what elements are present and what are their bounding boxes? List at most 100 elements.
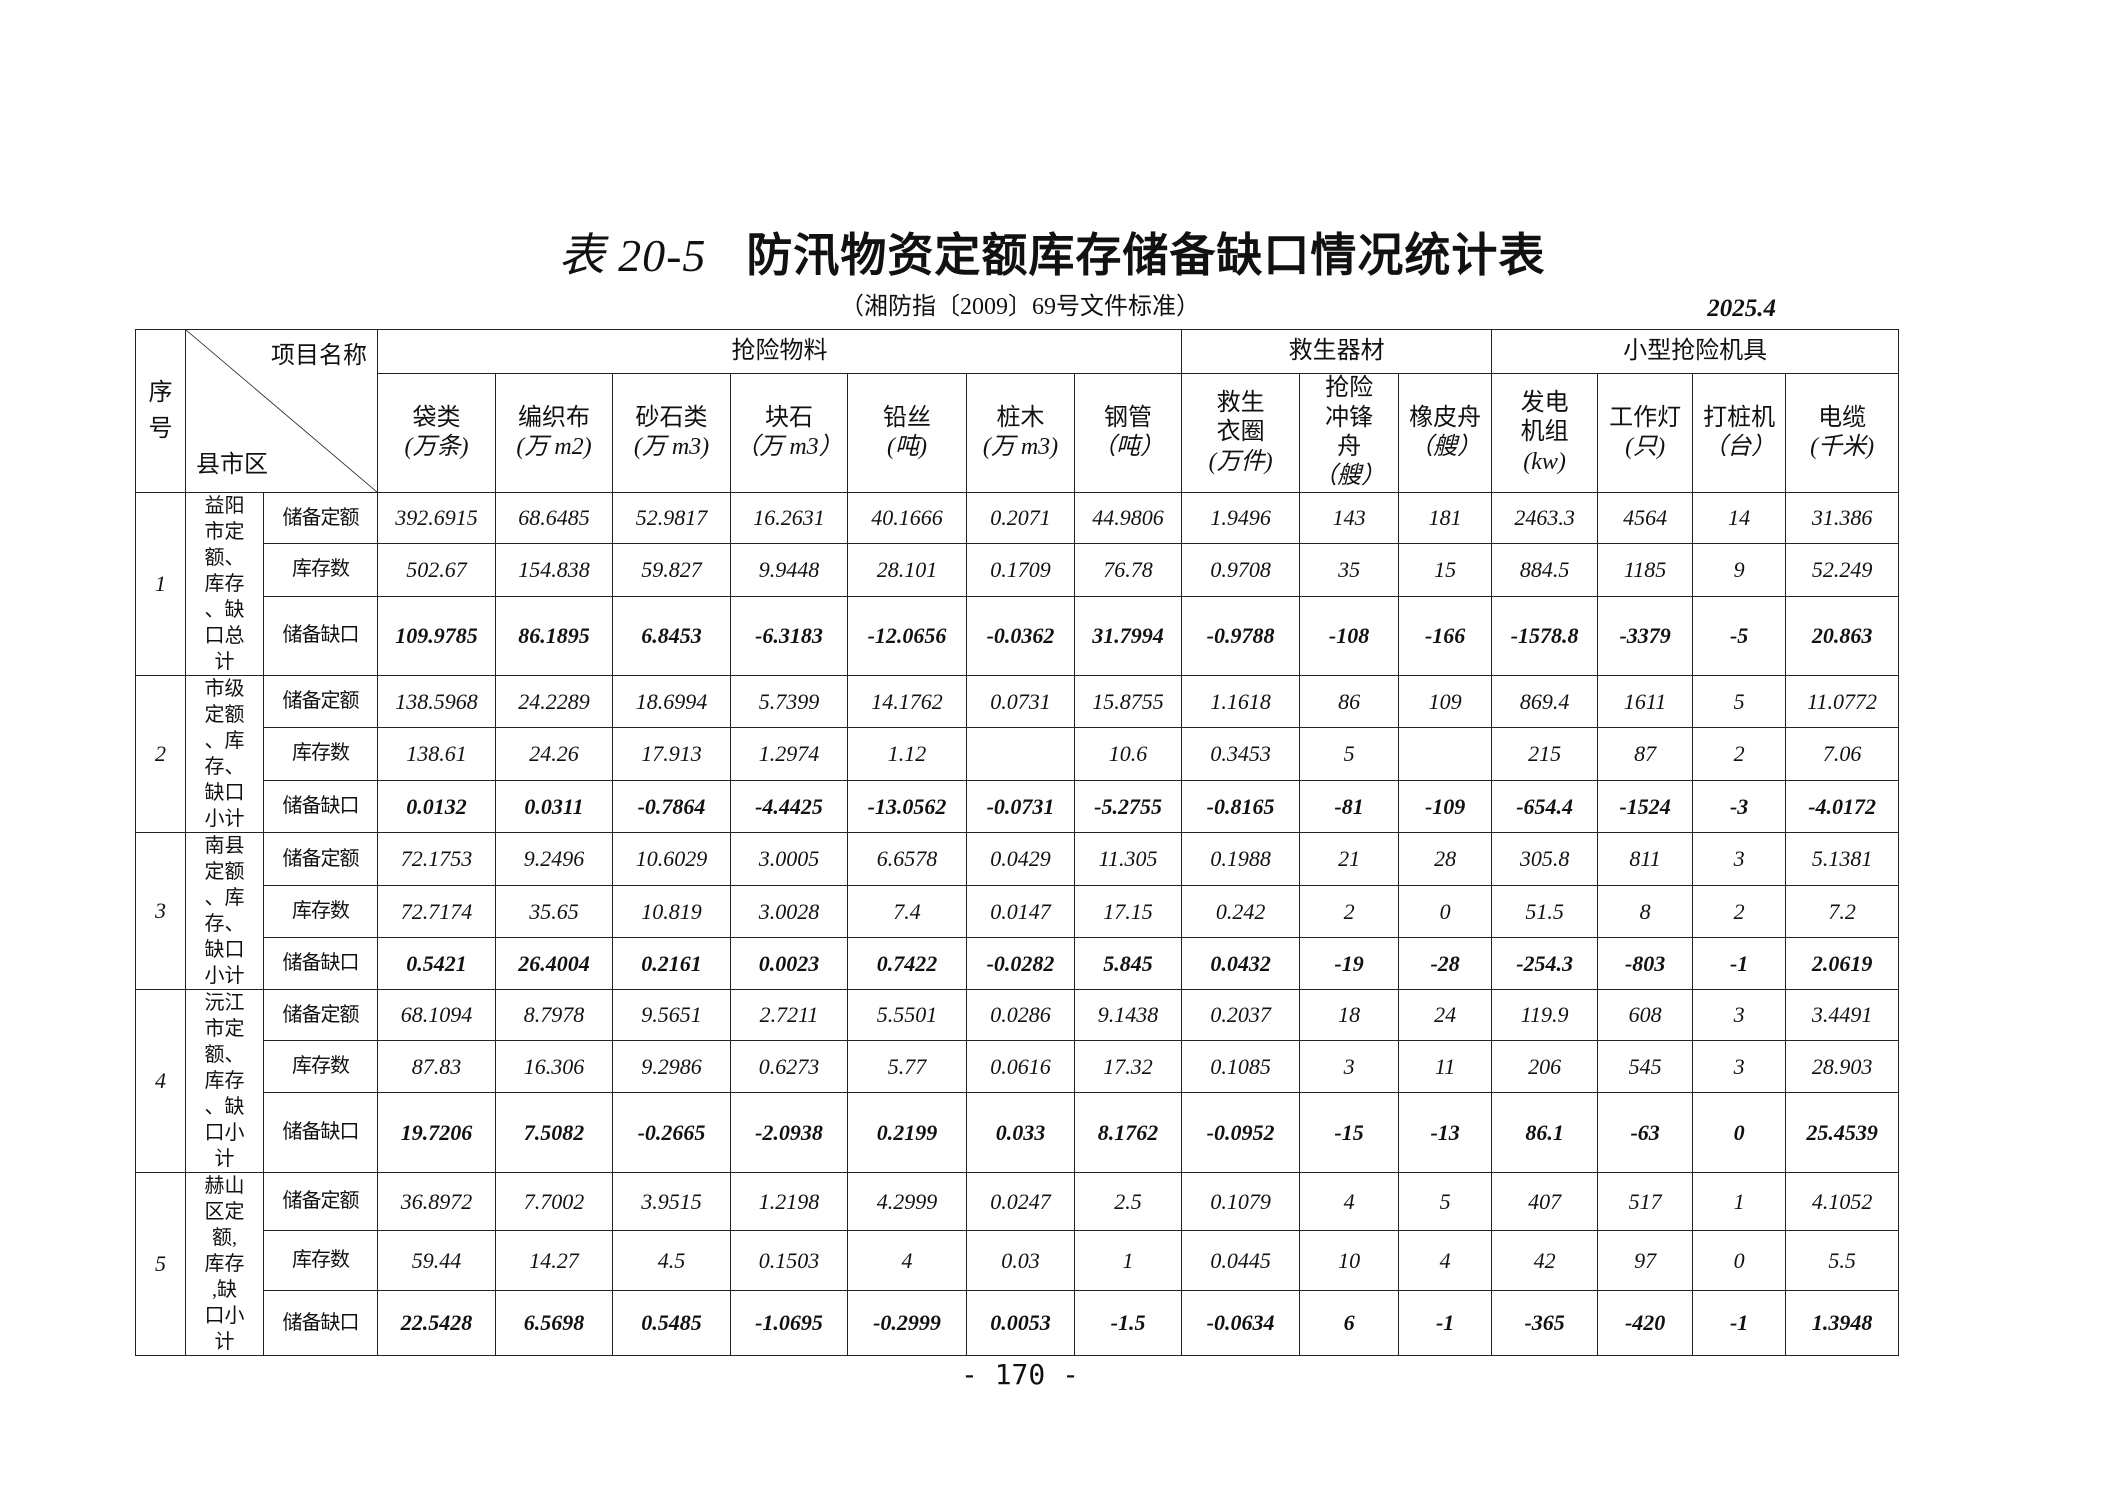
value-cell: -166: [1398, 595, 1493, 677]
row-label: 储备缺口: [263, 1092, 378, 1173]
value-cell: -0.2665: [612, 1092, 731, 1173]
value-cell: 2: [1299, 885, 1400, 938]
column-header: 抢险冲锋舟 （艘）: [1299, 373, 1400, 493]
value-cell: 42: [1491, 1229, 1599, 1292]
value-cell: 0.3453: [1181, 727, 1301, 781]
value-cell: -13.0562: [847, 779, 967, 834]
value-cell: 0.7422: [847, 936, 967, 991]
value-cell: 1: [1073, 1229, 1183, 1292]
value-cell: 3.4491: [1785, 989, 1900, 1041]
value-cell: 1.1618: [1181, 674, 1301, 729]
table-row: 库存数 59.44 14.27 4.5 0.1503 4 0.03 1 0.0445 10 4 42 9…: [136, 1229, 1900, 1292]
value-cell: -63: [1597, 1092, 1694, 1173]
value-cell: 3.9515: [612, 1172, 731, 1231]
column-header: 橡皮舟 （艘）: [1398, 373, 1493, 493]
value-cell: 0.1079: [1181, 1172, 1301, 1231]
row-label: 库存数: [263, 1229, 378, 1292]
column-unit: （艘）: [1409, 434, 1482, 460]
value-cell: 35.65: [495, 885, 613, 938]
value-cell: 4: [1299, 1172, 1400, 1231]
value-cell: 392.6915: [377, 491, 496, 545]
value-cell: 4.5: [612, 1229, 731, 1292]
value-cell: 0.0147: [966, 885, 1075, 938]
value-cell: 0.2037: [1181, 989, 1301, 1041]
value-cell: 7.06: [1785, 727, 1900, 781]
value-cell: 7.4: [847, 885, 967, 938]
value-cell: 545: [1597, 1040, 1694, 1093]
row-label: 库存数: [263, 727, 378, 781]
value-cell: 4: [847, 1229, 967, 1292]
value-cell: 517: [1597, 1172, 1694, 1231]
table-row: 储备缺口 109.9785 86.1895 6.8453 -6.3183 -12.0656…: [136, 595, 1900, 677]
subtitle: （湘防指〔2009〕69号文件标准）: [840, 294, 1200, 320]
value-cell: 10.819: [612, 885, 731, 938]
column-header: 编织布 (万 m2): [495, 373, 613, 493]
value-cell: -365: [1491, 1290, 1599, 1356]
value-cell: -5.2755: [1073, 779, 1183, 834]
value-cell: -13: [1398, 1092, 1493, 1173]
value-cell: 119.9: [1491, 989, 1599, 1041]
region-label: 益阳市定额、库存、缺口总计: [204, 495, 245, 673]
value-cell: 40.1666: [847, 491, 967, 545]
value-cell: 0.0247: [966, 1172, 1075, 1231]
column-name: 发电机组: [1520, 390, 1569, 446]
value-cell: 0.0432: [1181, 936, 1301, 991]
date: 2025.4: [1707, 295, 1776, 322]
value-cell: 9.2496: [495, 832, 613, 886]
value-cell: 9.9448: [730, 543, 848, 597]
value-cell: 72.7174: [377, 885, 496, 938]
value-cell: 2: [1692, 727, 1787, 781]
value-cell: 15.8755: [1073, 674, 1183, 729]
value-cell: 1611: [1597, 674, 1694, 729]
value-cell: 26.4004: [495, 936, 613, 991]
stock-table: 序号 项目名称 县市区 抢险物料 救生器材 小型抢险机具 袋类 (万条) 编织布 (万…: [135, 329, 1900, 1356]
column-name: 砂石类: [635, 404, 708, 431]
value-cell: 8.1762: [1073, 1092, 1183, 1173]
region-label: 沅江市定额、库存、缺口小计: [204, 992, 245, 1170]
value-cell: -4.0172: [1785, 779, 1900, 834]
value-cell: -5: [1692, 595, 1787, 677]
region-cell: 赫山区定额,库存,缺口小计: [185, 1172, 264, 1356]
region-label: 市级定额、库存、缺口小计: [204, 678, 245, 830]
value-cell: -0.0634: [1181, 1290, 1301, 1356]
seq-cell: 4: [135, 989, 186, 1173]
value-cell: -1.5: [1073, 1290, 1183, 1356]
column-header: 桩木 (万 m3): [966, 373, 1075, 493]
value-cell: 2.7211: [730, 989, 848, 1041]
value-cell: -420: [1597, 1290, 1694, 1356]
column-header-row: 袋类 (万条) 编织布 (万 m2) 砂石类 (万 m3) 块石 （万 m3） 铅丝 (吨) 桩木 (…: [136, 373, 1900, 493]
table-row: 库存数 138.61 24.26 17.913 1.2974 1.12 10.6 0.3453…: [136, 727, 1900, 781]
value-cell: 5: [1692, 674, 1787, 729]
column-header: 砂石类 (万 m3): [612, 373, 731, 493]
value-cell: 11.305: [1073, 832, 1183, 886]
column-header: 铅丝 (吨): [847, 373, 967, 493]
value-cell: 0.2199: [847, 1092, 967, 1173]
column-header: 块石 （万 m3）: [730, 373, 848, 493]
column-unit: （台）: [1703, 434, 1776, 460]
value-cell: 24.2289: [495, 674, 613, 729]
column-unit: （吨）: [1092, 434, 1165, 460]
value-cell: -1: [1692, 936, 1787, 991]
column-unit: (kw): [1523, 448, 1566, 475]
column-name: 铅丝: [883, 404, 931, 431]
value-cell: 109.9785: [377, 595, 496, 677]
column-unit: （万 m3）: [735, 434, 843, 460]
value-cell: 86.1: [1491, 1092, 1599, 1173]
column-name: 救生衣圈: [1216, 390, 1265, 446]
table-title-text: 防汛物资定额库存储备缺口情况统计表: [746, 230, 1546, 281]
page-number: - 170 -: [960, 1358, 1079, 1391]
value-cell: 138.61: [377, 727, 496, 781]
group-header: 救生器材: [1181, 329, 1493, 374]
column-unit: (万 m3): [633, 434, 710, 460]
header-diagonal: 项目名称 县市区: [185, 329, 378, 493]
value-cell: -1524: [1597, 779, 1694, 834]
value-cell: 5.5: [1785, 1229, 1900, 1292]
value-cell: 1: [1692, 1172, 1787, 1231]
value-cell: 14.1762: [847, 674, 967, 729]
value-cell: -2.0938: [730, 1092, 848, 1173]
value-cell: 0.5421: [377, 936, 496, 991]
table-row: 1 益阳市定额、库存、缺口总计 储备定额 392.6915 68.6485 52.9817…: [135, 491, 1900, 676]
value-cell: 2.0619: [1785, 936, 1900, 991]
group-header: 小型抢险机具: [1491, 329, 1900, 374]
value-cell: 16.306: [495, 1040, 613, 1093]
